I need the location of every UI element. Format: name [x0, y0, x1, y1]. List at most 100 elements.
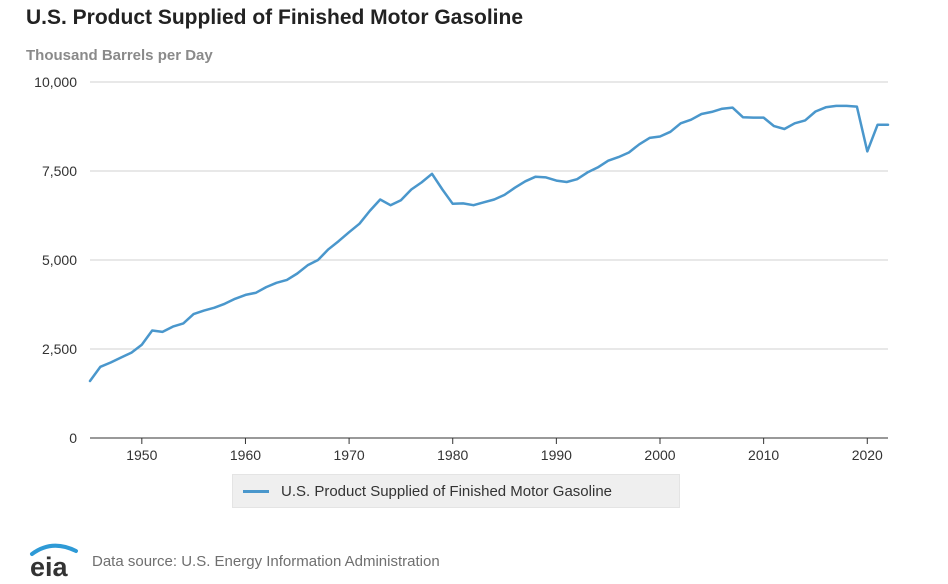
data-point[interactable] — [708, 108, 716, 116]
data-point[interactable] — [262, 283, 270, 291]
data-point[interactable] — [656, 133, 664, 141]
data-point[interactable] — [666, 128, 674, 136]
data-point[interactable] — [563, 178, 571, 186]
data-point[interactable] — [594, 163, 602, 171]
gridlines — [90, 81, 888, 439]
data-point[interactable] — [117, 354, 125, 362]
data-point[interactable] — [428, 170, 436, 178]
data-point[interactable] — [625, 149, 633, 157]
data-point[interactable] — [635, 140, 643, 148]
data-point[interactable] — [843, 102, 851, 110]
data-point[interactable] — [770, 122, 778, 130]
data-point[interactable] — [584, 168, 592, 176]
data-point[interactable] — [148, 327, 156, 335]
data-point[interactable] — [677, 119, 685, 127]
data-point[interactable] — [760, 114, 768, 122]
data-point[interactable] — [698, 110, 706, 118]
x-tick-label: 1960 — [230, 447, 261, 463]
data-point[interactable] — [314, 256, 322, 264]
x-axis-ticks: 1950 1960 1970 1980 1990 2000 2010 2020 — [126, 438, 883, 463]
data-point[interactable] — [418, 178, 426, 186]
data-point[interactable] — [293, 270, 301, 278]
data-point[interactable] — [345, 228, 353, 236]
x-tick-label: 2010 — [748, 447, 779, 463]
data-point[interactable] — [221, 300, 229, 308]
x-tick-label: 2020 — [852, 447, 883, 463]
data-point[interactable] — [511, 184, 519, 192]
data-point[interactable] — [801, 116, 809, 124]
data-point[interactable] — [159, 328, 167, 336]
chart-title: U.S. Product Supplied of Finished Motor … — [26, 6, 524, 29]
legend[interactable]: U.S. Product Supplied of Finished Motor … — [232, 474, 680, 508]
data-point[interactable] — [470, 201, 478, 209]
series-line — [88, 104, 890, 383]
data-point[interactable] — [501, 191, 509, 199]
data-point[interactable] — [387, 201, 395, 209]
data-point[interactable] — [179, 319, 187, 327]
data-point[interactable] — [573, 175, 581, 183]
data-point[interactable] — [231, 295, 239, 303]
data-point[interactable] — [604, 157, 612, 165]
series-layer — [86, 102, 892, 385]
data-point[interactable] — [739, 113, 747, 121]
data-point[interactable] — [366, 207, 374, 215]
data-point[interactable] — [190, 310, 198, 318]
data-point[interactable] — [107, 359, 115, 367]
data-point[interactable] — [552, 177, 560, 185]
eia-logo: eia — [30, 543, 78, 581]
data-point[interactable] — [397, 196, 405, 204]
data-point[interactable] — [459, 199, 467, 207]
data-point[interactable] — [729, 104, 737, 112]
data-point[interactable] — [376, 196, 384, 204]
data-source-note: Data source: U.S. Energy Information Adm… — [92, 552, 440, 570]
logo-text: eia — [30, 552, 69, 581]
data-point[interactable] — [542, 173, 550, 181]
data-point[interactable] — [687, 116, 695, 124]
x-tick-label: 1950 — [126, 447, 157, 463]
data-point[interactable] — [480, 198, 488, 206]
data-point[interactable] — [853, 103, 861, 111]
data-point[interactable] — [490, 196, 498, 204]
data-point[interactable] — [874, 121, 882, 129]
data-point[interactable] — [438, 186, 446, 194]
data-point[interactable] — [96, 363, 104, 371]
x-tick-label: 1970 — [334, 447, 365, 463]
data-point[interactable] — [304, 261, 312, 269]
data-point[interactable] — [832, 102, 840, 110]
data-point[interactable] — [822, 103, 830, 111]
x-tick-label: 1980 — [437, 447, 468, 463]
data-point[interactable] — [812, 108, 820, 116]
y-tick-label: 5,000 — [42, 252, 77, 268]
data-point[interactable] — [884, 121, 892, 129]
data-point[interactable] — [521, 177, 529, 185]
data-point[interactable] — [335, 237, 343, 245]
data-point[interactable] — [210, 304, 218, 312]
data-point[interactable] — [532, 173, 540, 181]
data-point[interactable] — [780, 125, 788, 133]
data-point[interactable] — [646, 134, 654, 142]
data-point[interactable] — [138, 341, 146, 349]
data-point[interactable] — [128, 349, 136, 357]
chart-subtitle: Thousand Barrels per Day — [26, 47, 213, 64]
data-point[interactable] — [86, 377, 94, 385]
x-tick-label: 2000 — [644, 447, 675, 463]
y-tick-label: 10,000 — [34, 74, 77, 90]
data-point[interactable] — [791, 119, 799, 127]
y-tick-label: 7,500 — [42, 163, 77, 179]
data-point[interactable] — [252, 289, 260, 297]
data-point[interactable] — [169, 323, 177, 331]
legend-swatch — [243, 489, 269, 493]
data-point[interactable] — [273, 279, 281, 287]
data-point[interactable] — [242, 291, 250, 299]
data-point[interactable] — [356, 220, 364, 228]
data-point[interactable] — [283, 276, 291, 284]
data-point[interactable] — [200, 307, 208, 315]
data-point[interactable] — [749, 114, 757, 122]
data-point[interactable] — [863, 147, 871, 155]
data-point[interactable] — [718, 105, 726, 113]
data-point[interactable] — [615, 153, 623, 161]
data-point[interactable] — [407, 186, 415, 194]
data-point[interactable] — [324, 245, 332, 253]
data-point[interactable] — [449, 200, 457, 208]
